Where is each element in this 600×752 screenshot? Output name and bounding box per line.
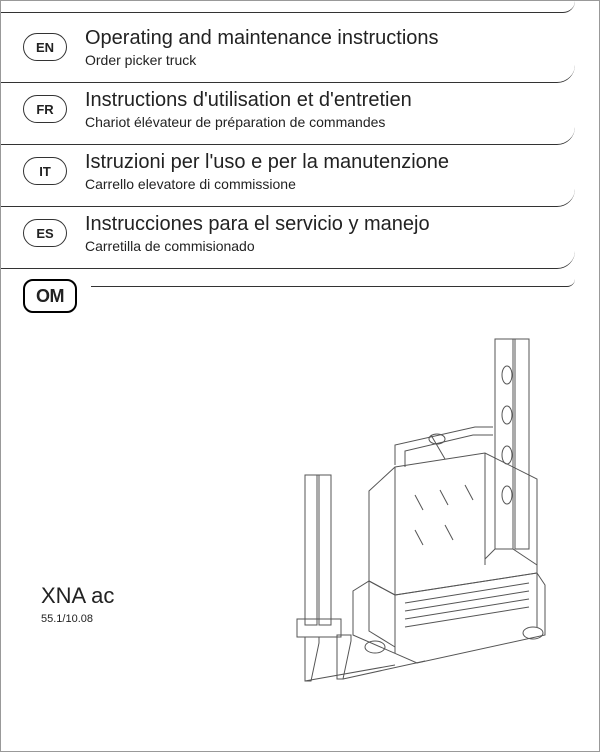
brand-rule: [91, 279, 575, 287]
lang-row-es: ES Instrucciones para el servicio y mane…: [1, 207, 575, 269]
lang-subtitle-it: Carrello elevatore di commissione: [85, 176, 449, 192]
lang-text-es: Instrucciones para el servicio y manejo …: [85, 213, 430, 254]
lang-row-it: IT Istruzioni per l'uso e per la manuten…: [1, 145, 575, 207]
lang-text-en: Operating and maintenance instructions O…: [85, 27, 439, 68]
lang-subtitle-en: Order picker truck: [85, 52, 439, 68]
lang-title-en: Operating and maintenance instructions: [85, 27, 439, 50]
lang-badge-es: ES: [23, 219, 67, 247]
lang-title-es: Instrucciones para el servicio y manejo: [85, 213, 430, 236]
om-logo: OM: [23, 279, 77, 313]
lang-subtitle-es: Carretilla de commisionado: [85, 238, 430, 254]
top-partial-rule: [1, 1, 575, 13]
lang-subtitle-fr: Chariot élévateur de préparation de comm…: [85, 114, 412, 130]
lang-text-fr: Instructions d'utilisation et d'entretie…: [85, 89, 412, 130]
lang-title-it: Istruzioni per l'uso e per la manutenzio…: [85, 151, 449, 174]
lang-badge-it: IT: [23, 157, 67, 185]
lang-badge-fr: FR: [23, 95, 67, 123]
lang-title-fr: Instructions d'utilisation et d'entretie…: [85, 89, 412, 112]
brand-section: OM: [1, 279, 577, 313]
lang-row-en: EN Operating and maintenance instruction…: [1, 21, 575, 83]
lang-text-it: Istruzioni per l'uso e per la manutenzio…: [85, 151, 449, 192]
lang-badge-en: EN: [23, 33, 67, 61]
lang-row-fr: FR Instructions d'utilisation et d'entre…: [1, 83, 575, 145]
brand-rule-wrap: [77, 279, 577, 313]
forklift-illustration: [245, 335, 575, 695]
